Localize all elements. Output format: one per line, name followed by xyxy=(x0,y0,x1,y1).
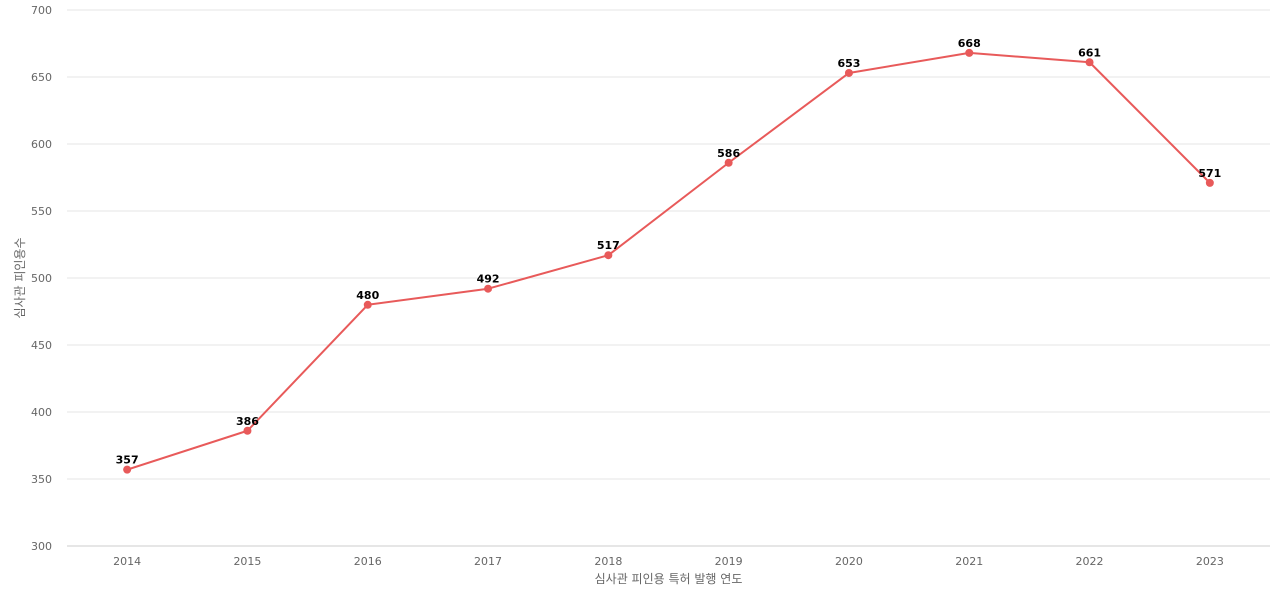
data-point xyxy=(604,251,613,260)
y-tick-label: 450 xyxy=(31,339,52,352)
data-point xyxy=(1085,58,1094,67)
data-point xyxy=(363,300,372,309)
data-label: 586 xyxy=(717,147,740,160)
data-label: 492 xyxy=(477,273,500,286)
x-tick-label: 2015 xyxy=(233,555,261,568)
x-axis-title: 심사관 피인용 특허 발행 연도 xyxy=(595,571,743,586)
data-point xyxy=(123,465,132,474)
data-label: 480 xyxy=(356,289,379,302)
x-tick-label: 2016 xyxy=(354,555,382,568)
y-tick-label: 350 xyxy=(31,473,52,486)
data-label: 661 xyxy=(1078,46,1101,59)
series-line xyxy=(126,51,1211,471)
y-tick-label: 700 xyxy=(31,4,52,17)
y-tick-label: 650 xyxy=(31,71,52,84)
y-tick-label: 400 xyxy=(31,406,52,419)
x-tick-label: 2020 xyxy=(835,555,863,568)
x-tick-labels: 2014 2015 2016 2017 2018 2019 2020 2021 2022 2023 xyxy=(113,555,1224,568)
data-point xyxy=(724,158,733,167)
data-label: 357 xyxy=(116,454,139,467)
data-point xyxy=(965,48,974,57)
data-point xyxy=(243,426,252,435)
x-tick-label: 2019 xyxy=(715,555,743,568)
x-tick-label: 2022 xyxy=(1076,555,1104,568)
grid-lines xyxy=(67,9,1270,547)
x-tick-label: 2023 xyxy=(1196,555,1224,568)
data-label: 517 xyxy=(597,239,620,252)
y-tick-label: 600 xyxy=(31,138,52,151)
x-tick-label: 2021 xyxy=(955,555,983,568)
data-label: 386 xyxy=(236,415,259,428)
y-tick-label: 550 xyxy=(31,205,52,218)
data-labels: 357 386 480 492 517 586 653 668 661 571 xyxy=(116,37,1222,467)
y-tick-label: 500 xyxy=(31,272,52,285)
data-point xyxy=(844,68,853,77)
data-point xyxy=(484,284,493,293)
x-tick-label: 2014 xyxy=(113,555,141,568)
data-label: 668 xyxy=(958,37,981,50)
data-label: 653 xyxy=(837,57,860,70)
y-tick-label: 300 xyxy=(31,540,52,553)
y-tick-labels: 300 350 400 450 500 550 600 650 700 xyxy=(31,4,52,553)
series-group xyxy=(123,48,1214,474)
data-point xyxy=(1205,178,1214,187)
x-tick-label: 2018 xyxy=(594,555,622,568)
y-axis-title: 심사관 피인용수 xyxy=(13,237,27,318)
x-tick-label: 2017 xyxy=(474,555,502,568)
data-label: 571 xyxy=(1198,167,1221,180)
